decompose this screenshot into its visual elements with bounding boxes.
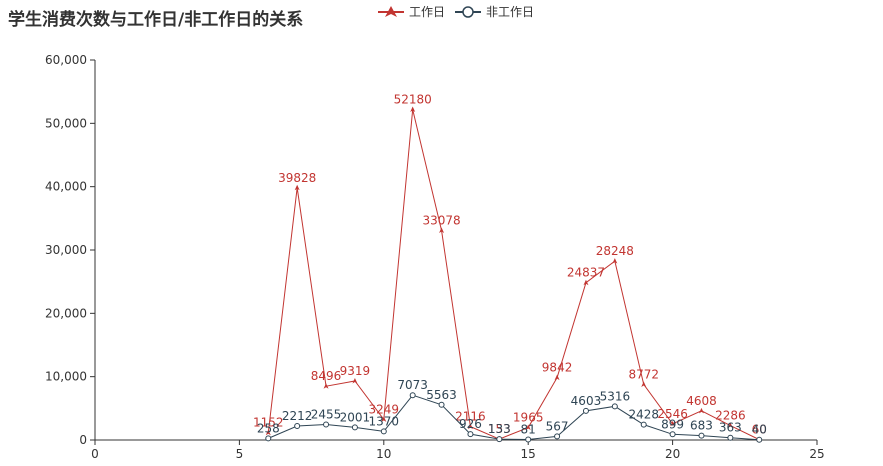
data-point[interactable] <box>698 432 705 439</box>
data-label: 258 <box>257 421 280 435</box>
data-point[interactable] <box>641 381 647 387</box>
data-point[interactable] <box>640 421 647 428</box>
data-point[interactable] <box>582 407 589 414</box>
data-point[interactable] <box>352 377 358 384</box>
data-label: 3249 <box>369 402 400 416</box>
data-label: 7073 <box>397 378 428 392</box>
data-point[interactable] <box>467 423 473 430</box>
x-tick-label: 5 <box>236 447 244 461</box>
data-label: 926 <box>459 417 482 431</box>
data-point[interactable] <box>265 429 271 436</box>
data-point[interactable] <box>323 421 330 428</box>
data-label: 2546 <box>657 407 688 421</box>
data-point[interactable] <box>410 106 416 113</box>
data-point[interactable] <box>583 279 589 286</box>
data-label: 133 <box>488 422 511 436</box>
data-label: 5563 <box>426 388 457 402</box>
data-point[interactable] <box>669 431 676 438</box>
data-label: 1370 <box>369 414 400 428</box>
x-tick-label: 15 <box>521 447 536 461</box>
data-point[interactable] <box>670 420 676 427</box>
data-label: 52180 <box>394 93 432 107</box>
data-point[interactable] <box>554 433 561 440</box>
data-label: 40 <box>752 423 767 437</box>
data-point[interactable] <box>467 431 474 438</box>
data-label: 60 <box>752 423 767 437</box>
data-point[interactable] <box>265 435 272 442</box>
y-tick-label: 50,000 <box>45 116 87 130</box>
data-point[interactable] <box>496 436 503 443</box>
y-tick-label: 10,000 <box>45 370 87 384</box>
data-point[interactable] <box>727 422 733 429</box>
data-label: 1152 <box>253 416 284 430</box>
data-label: 9319 <box>340 364 371 378</box>
data-point[interactable] <box>439 227 445 234</box>
data-point[interactable] <box>294 184 300 191</box>
data-point[interactable] <box>525 436 532 443</box>
legend-marker-workday <box>378 5 404 17</box>
data-point[interactable] <box>409 392 416 399</box>
data-point[interactable] <box>323 383 329 389</box>
data-point[interactable] <box>294 422 301 429</box>
series-line-0 <box>267 109 760 441</box>
data-label: 153 <box>488 422 511 436</box>
data-label: 1965 <box>513 411 544 425</box>
data-point[interactable] <box>525 424 531 431</box>
data-point[interactable] <box>351 424 358 431</box>
legend-item-non-workday[interactable]: 非工作日 <box>455 3 534 20</box>
data-point[interactable] <box>381 416 387 422</box>
data-label: 683 <box>690 419 713 433</box>
y-tick-label: 30,000 <box>45 243 87 257</box>
data-point[interactable] <box>380 428 387 435</box>
data-label: 39828 <box>278 171 316 185</box>
data-label: 8772 <box>628 367 659 381</box>
data-point[interactable] <box>756 436 763 443</box>
data-label: 363 <box>719 421 742 435</box>
y-tick-label: 0 <box>79 433 87 447</box>
x-tick-label: 10 <box>376 447 391 461</box>
data-label: 567 <box>546 419 569 433</box>
data-label: 2116 <box>455 410 486 424</box>
x-tick-label: 20 <box>665 447 680 461</box>
data-label: 2428 <box>628 408 659 422</box>
data-label: 24837 <box>567 266 605 280</box>
data-point[interactable] <box>438 401 445 408</box>
data-point[interactable] <box>612 258 618 264</box>
data-point[interactable] <box>698 407 704 414</box>
data-label: 2001 <box>340 410 371 424</box>
legend-label-workday: 工作日 <box>409 5 446 19</box>
x-tick-label: 0 <box>91 447 99 461</box>
data-point[interactable] <box>727 434 734 441</box>
data-point[interactable] <box>611 403 618 410</box>
data-label: 2455 <box>311 407 342 421</box>
data-label: 899 <box>661 417 684 431</box>
data-label: 33078 <box>422 214 460 228</box>
legend-label-non-workday: 非工作日 <box>486 5 535 19</box>
chart-title: 学生消费次数与工作日/非工作日的关系 <box>8 10 304 30</box>
data-label: 8496 <box>311 369 342 383</box>
data-label: 4608 <box>686 394 717 408</box>
y-tick-label: 20,000 <box>45 306 87 320</box>
y-tick-label: 60,000 <box>45 53 87 67</box>
y-tick-label: 40,000 <box>45 180 87 194</box>
x-tick-label: 25 <box>809 447 824 461</box>
data-label: 2212 <box>282 409 313 423</box>
series-line-1 <box>268 394 760 441</box>
data-label: 9842 <box>542 361 573 375</box>
legend-marker-non-workday <box>455 5 481 18</box>
data-point[interactable] <box>554 374 560 381</box>
legend-item-workday[interactable]: 工作日 <box>378 3 445 20</box>
data-label: 28248 <box>596 244 634 258</box>
data-label: 5316 <box>600 389 631 403</box>
data-label: 81 <box>521 422 536 436</box>
data-label: 2286 <box>715 409 746 423</box>
data-label: 4603 <box>571 394 602 408</box>
